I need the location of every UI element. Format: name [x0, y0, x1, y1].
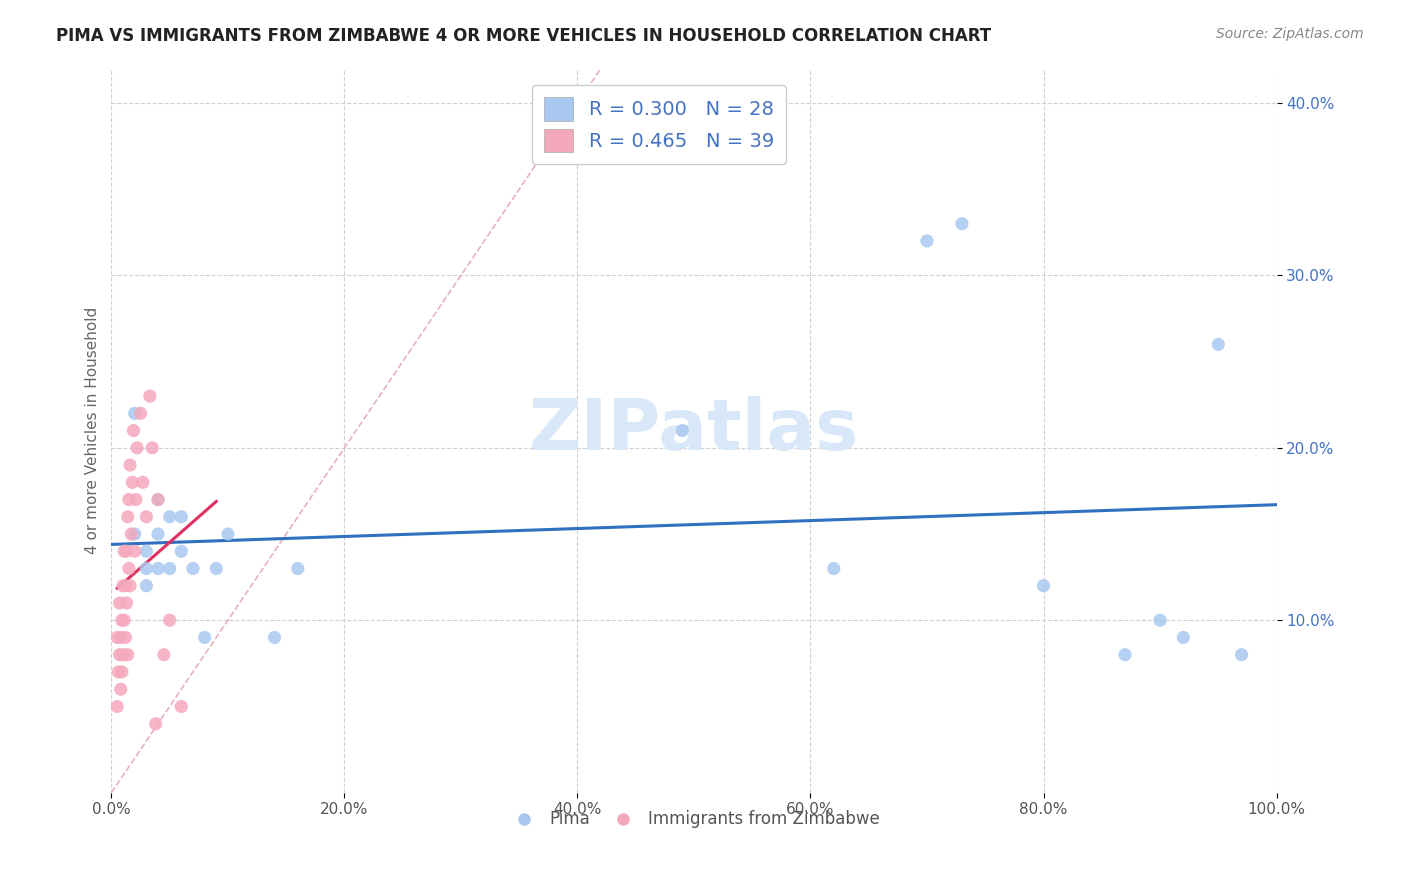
- Point: [124, 527, 146, 541]
- Point: [170, 544, 193, 558]
- Point: [141, 441, 163, 455]
- Point: [112, 648, 135, 662]
- Point: [1173, 631, 1195, 645]
- Point: [1206, 337, 1229, 351]
- Point: [263, 631, 285, 645]
- Point: [1114, 648, 1136, 662]
- Point: [170, 699, 193, 714]
- Point: [135, 561, 157, 575]
- Point: [124, 544, 146, 558]
- Point: [1149, 613, 1171, 627]
- Point: [153, 648, 176, 662]
- Point: [115, 596, 138, 610]
- Point: [135, 579, 157, 593]
- Point: [129, 406, 152, 420]
- Point: [671, 424, 693, 438]
- Point: [146, 492, 169, 507]
- Point: [118, 561, 141, 575]
- Legend: Pima, Immigrants from Zimbabwe: Pima, Immigrants from Zimbabwe: [501, 804, 887, 835]
- Point: [1230, 648, 1253, 662]
- Point: [124, 406, 146, 420]
- Point: [135, 544, 157, 558]
- Point: [114, 579, 136, 593]
- Point: [217, 527, 239, 541]
- Point: [105, 699, 128, 714]
- Point: [205, 561, 228, 575]
- Point: [950, 217, 973, 231]
- Point: [112, 544, 135, 558]
- Point: [108, 648, 131, 662]
- Point: [146, 492, 169, 507]
- Point: [122, 424, 145, 438]
- Text: Source: ZipAtlas.com: Source: ZipAtlas.com: [1216, 27, 1364, 41]
- Point: [135, 509, 157, 524]
- Point: [194, 631, 217, 645]
- Point: [159, 613, 181, 627]
- Point: [111, 613, 134, 627]
- Point: [287, 561, 309, 575]
- Point: [118, 579, 141, 593]
- Point: [105, 631, 128, 645]
- Point: [110, 631, 132, 645]
- Point: [132, 475, 155, 490]
- Point: [112, 613, 135, 627]
- Point: [110, 682, 132, 697]
- Text: ZIPatlas: ZIPatlas: [529, 396, 859, 465]
- Point: [139, 389, 162, 403]
- Point: [145, 716, 167, 731]
- Point: [117, 509, 139, 524]
- Point: [170, 509, 193, 524]
- Point: [125, 492, 148, 507]
- Point: [115, 544, 138, 558]
- Point: [125, 441, 148, 455]
- Point: [114, 631, 136, 645]
- Point: [108, 596, 131, 610]
- Point: [1032, 579, 1054, 593]
- Point: [823, 561, 845, 575]
- Point: [120, 527, 142, 541]
- Point: [107, 665, 129, 679]
- Point: [159, 561, 181, 575]
- Point: [118, 458, 141, 472]
- Point: [118, 492, 141, 507]
- Point: [111, 665, 134, 679]
- Point: [159, 509, 181, 524]
- Point: [181, 561, 204, 575]
- Point: [146, 527, 169, 541]
- Point: [915, 234, 938, 248]
- Point: [117, 648, 139, 662]
- Point: [112, 579, 135, 593]
- Text: PIMA VS IMMIGRANTS FROM ZIMBABWE 4 OR MORE VEHICLES IN HOUSEHOLD CORRELATION CHA: PIMA VS IMMIGRANTS FROM ZIMBABWE 4 OR MO…: [56, 27, 991, 45]
- Point: [146, 561, 169, 575]
- Point: [121, 475, 143, 490]
- Y-axis label: 4 or more Vehicles in Household: 4 or more Vehicles in Household: [86, 307, 100, 554]
